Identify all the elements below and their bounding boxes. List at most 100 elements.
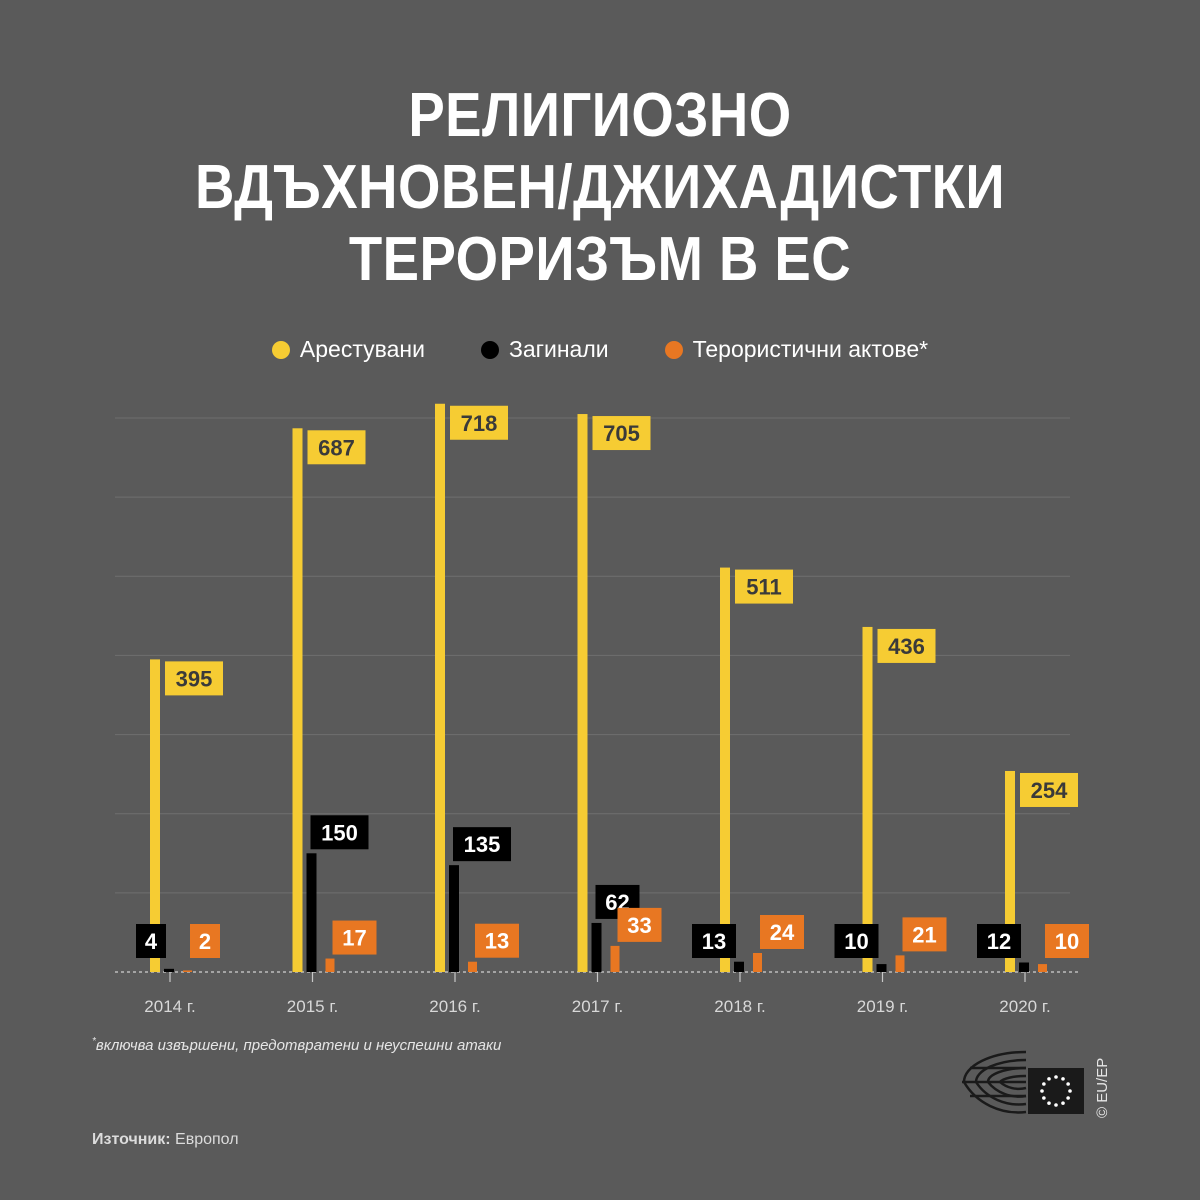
data-label-box-attacks <box>332 920 377 955</box>
bar-arrested <box>720 567 730 972</box>
data-label-box-arrested <box>450 405 508 440</box>
data-label-box-killed <box>310 815 369 850</box>
data-label-box-attacks <box>760 915 804 950</box>
x-tick-label: 2015 г. <box>287 997 338 1016</box>
data-label-killed: 150 <box>321 820 358 845</box>
bar-arrested <box>577 414 588 972</box>
data-label-box-killed <box>692 924 736 958</box>
eu-star <box>1066 1082 1070 1086</box>
data-label-attacks: 24 <box>770 920 795 945</box>
data-label-arrested: 705 <box>603 421 640 446</box>
chart-title: РЕЛИГИОЗНО ВДЪХНОВЕН/ДЖИХАДИСТКИ ТЕРОРИЗ… <box>0 80 1200 296</box>
data-label-arrested: 511 <box>746 575 782 600</box>
copyright: © EU/EP <box>1094 1057 1111 1118</box>
data-label-attacks: 17 <box>342 926 366 951</box>
chart-legend: Арестувани Загинали Терористични актове* <box>0 336 1200 363</box>
eu-star <box>1066 1096 1070 1100</box>
data-label-box-attacks <box>190 924 220 958</box>
footnote: *включва извършени, предотвратени и неус… <box>92 1036 501 1054</box>
bar-killed <box>306 853 317 972</box>
bar-attacks <box>895 955 905 972</box>
x-tick-label: 2017 г. <box>572 997 623 1016</box>
bar-attacks <box>183 970 192 972</box>
data-label-killed: 13 <box>702 929 726 954</box>
data-label-box-killed <box>977 924 1021 958</box>
bar-attacks <box>1038 964 1047 972</box>
eu-star <box>1054 1103 1058 1107</box>
bar-killed <box>164 968 174 972</box>
data-label-box-killed <box>453 827 511 862</box>
data-label-arrested: 254 <box>1031 778 1068 803</box>
data-label-arrested: 395 <box>176 666 213 691</box>
bar-arrested <box>862 626 873 972</box>
bar-arrested <box>292 428 303 972</box>
bar-attacks <box>468 961 477 972</box>
data-label-killed: 4 <box>145 929 158 954</box>
x-tick-label: 2020 г. <box>999 997 1050 1016</box>
eu-star <box>1061 1077 1065 1081</box>
legend-item-arrested: Арестувани <box>271 336 425 363</box>
data-label-box-arrested <box>735 569 793 604</box>
bar-killed <box>1019 962 1029 972</box>
legend-label-attacks: Терористични актове* <box>692 336 929 362</box>
data-label-arrested: 718 <box>461 411 498 436</box>
data-label-box-killed <box>136 924 166 958</box>
data-label-box-attacks <box>902 917 947 952</box>
data-label-killed: 12 <box>987 929 1011 954</box>
source-note: Източник: Европол <box>92 1131 239 1149</box>
bar-arrested <box>435 403 445 972</box>
data-label-killed: 135 <box>464 832 501 857</box>
data-label-attacks: 10 <box>1055 929 1079 954</box>
bar-attacks <box>325 958 335 972</box>
source-value: Европол <box>175 1131 239 1148</box>
x-tick-label: 2019 г. <box>857 997 908 1016</box>
data-label-attacks: 2 <box>199 929 211 954</box>
legend-label-killed: Загинали <box>508 336 609 362</box>
x-tick-label: 2014 г. <box>144 997 195 1016</box>
data-label-arrested: 687 <box>318 435 355 460</box>
legend-swatch-attacks <box>664 340 683 359</box>
data-label-box-arrested <box>877 628 936 663</box>
eu-star <box>1042 1082 1046 1086</box>
data-label-box-arrested <box>307 430 366 465</box>
legend-item-attacks: Терористични актове* <box>664 336 929 363</box>
bar-killed <box>591 922 602 972</box>
data-label-killed: 10 <box>844 929 868 954</box>
legend-label-arrested: Арестувани <box>299 336 425 362</box>
eu-star <box>1040 1089 1044 1093</box>
bar-killed <box>876 964 887 972</box>
legend-swatch-killed <box>480 340 499 359</box>
european-parliament-logo <box>962 1050 1084 1114</box>
data-label-box-arrested <box>592 416 651 451</box>
bar-attacks <box>753 953 762 972</box>
bar-arrested <box>150 659 160 972</box>
title-line-3: ТЕРОРИЗЪМ В ЕС <box>348 225 852 294</box>
eu-star <box>1042 1096 1046 1100</box>
data-label-box-attacks <box>617 907 662 942</box>
eu-star <box>1054 1075 1058 1079</box>
bar-killed <box>449 865 459 972</box>
title-line-1: РЕЛИГИОЗНО <box>408 81 792 150</box>
eu-star <box>1047 1077 1051 1081</box>
footnote-mark: * <box>92 1036 96 1047</box>
legend-item-killed: Загинали <box>480 336 609 363</box>
eu-star <box>1061 1101 1065 1105</box>
x-tick-label: 2016 г. <box>429 997 480 1016</box>
source-label: Източник: <box>92 1131 171 1148</box>
bar-arrested <box>1005 770 1015 972</box>
data-label-attacks: 13 <box>485 929 509 954</box>
footnote-text: включва извършени, предотвратени и неусп… <box>95 1037 502 1054</box>
data-label-attacks: 21 <box>912 922 936 947</box>
data-label-box-attacks <box>1045 924 1089 958</box>
eu-star <box>1068 1089 1072 1093</box>
data-label-box-arrested <box>1020 772 1078 807</box>
bar-attacks <box>610 945 620 972</box>
x-tick-label: 2018 г. <box>714 997 765 1016</box>
data-label-attacks: 33 <box>627 913 651 938</box>
title-line-2: ВДЪХНОВЕН/ДЖИХАДИСТКИ <box>194 153 1006 222</box>
data-label-box-attacks <box>475 923 519 958</box>
bar-killed <box>734 961 744 972</box>
data-label-box-killed <box>834 924 879 958</box>
legend-swatch-arrested <box>271 340 290 359</box>
